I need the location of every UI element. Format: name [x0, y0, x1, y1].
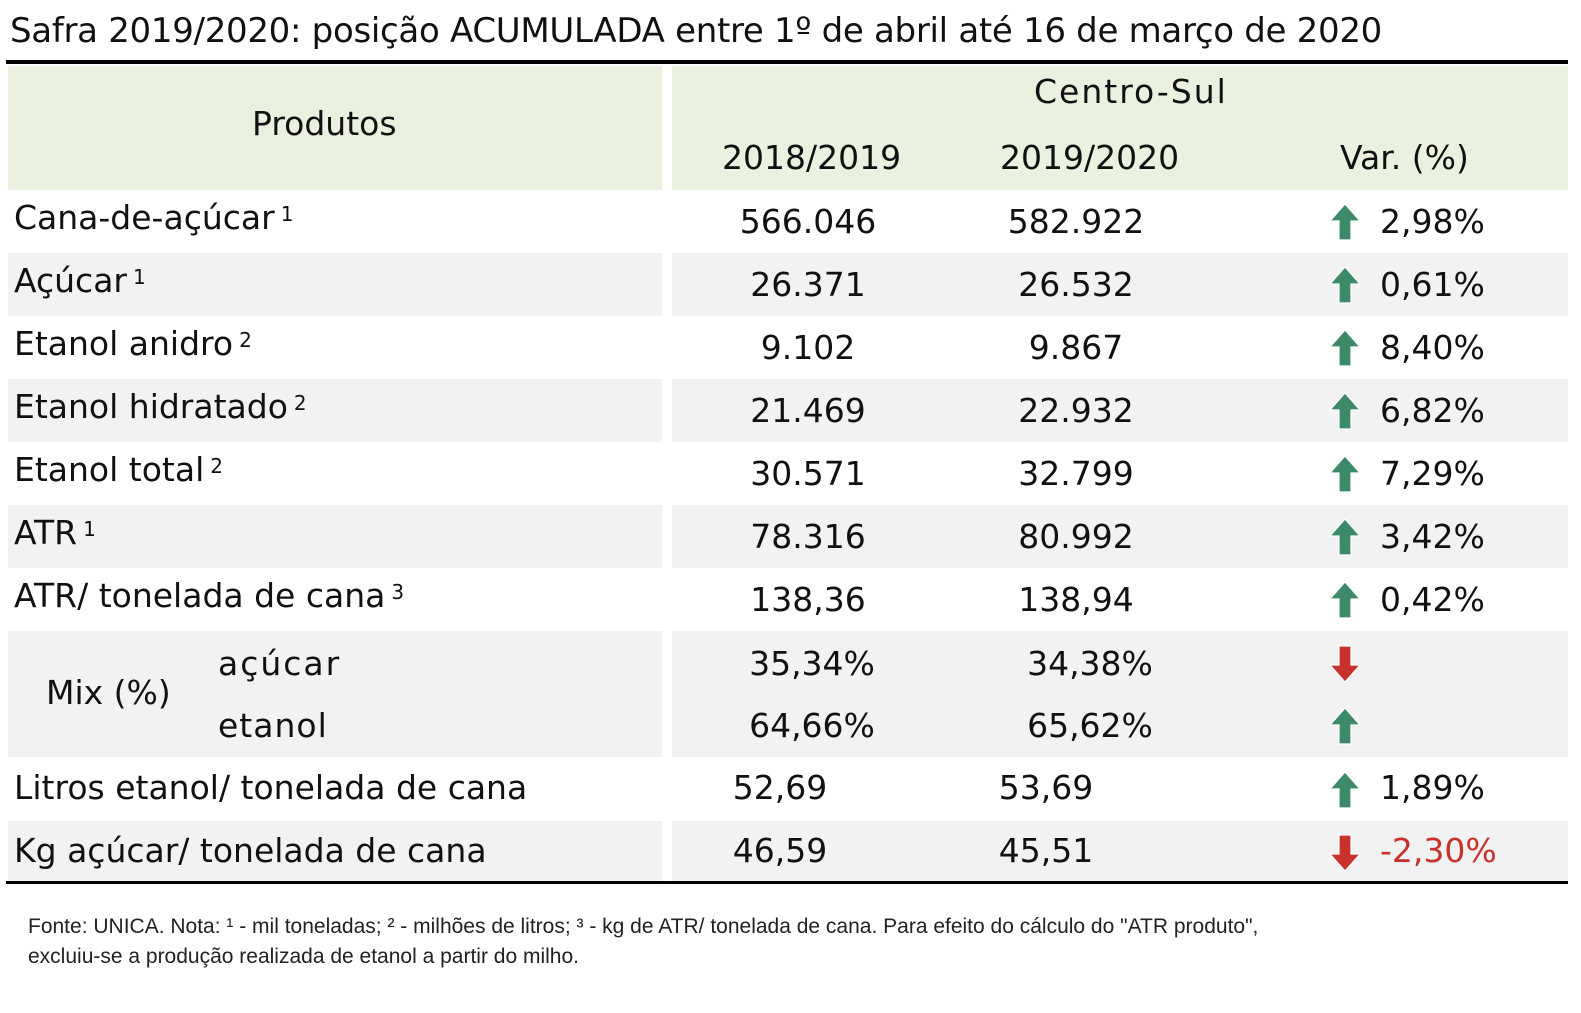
header-col-2019-2020: 2019/2020 [1000, 138, 1180, 177]
footnote: Fonte: UNICA. Nota: ¹ - mil toneladas; ²… [28, 912, 1258, 972]
value-2018-2019: 30.571 [750, 454, 866, 493]
row-stripe [672, 253, 1568, 316]
footnote-marker: 2 [293, 391, 307, 415]
variation-value: 0,61% [1380, 265, 1485, 304]
footnote-line-2: excluiu-se a produção realizada de etano… [28, 945, 579, 968]
row-label: Kg açúcar/ tonelada de cana [14, 831, 487, 870]
footnote-marker: 1 [133, 265, 146, 289]
value-2018-2019: 52,69 [732, 768, 828, 807]
arrow-up-icon [1328, 265, 1362, 305]
row-stripe [8, 631, 662, 757]
row-stripe [672, 631, 1568, 757]
value-2019-2020: 138,94 [1018, 580, 1134, 619]
mix-etanol-2019-2020: 65,62% [1027, 706, 1153, 745]
variation-value: 0,42% [1380, 580, 1485, 619]
variation-value: -2,30% [1380, 831, 1497, 870]
variation-value: 1,89% [1380, 768, 1485, 807]
arrow-up-icon [1328, 328, 1362, 368]
variation-value: 7,29% [1380, 454, 1485, 493]
footnote-line-1: Fonte: UNICA. Nota: ¹ - mil toneladas; ²… [28, 915, 1259, 938]
value-2019-2020: 45,51 [998, 831, 1094, 870]
row-stripe [8, 821, 662, 881]
row-label: Cana-de-açúcar 1 [14, 198, 293, 242]
arrow-down-icon [1328, 644, 1362, 684]
mix-acucar-label: açúcar [218, 644, 342, 683]
mix-label: Mix (%) [46, 673, 171, 712]
value-2018-2019: 566.046 [739, 202, 877, 241]
arrow-down-icon [1328, 833, 1362, 873]
arrow-up-icon [1328, 202, 1362, 242]
header-produtos: Produtos [252, 104, 397, 143]
footnote-marker: 2 [210, 454, 223, 478]
value-2019-2020: 32.799 [1018, 454, 1134, 493]
row-stripe [8, 505, 662, 568]
value-2019-2020: 22.932 [1018, 391, 1134, 430]
value-2019-2020: 26.532 [1018, 265, 1134, 304]
value-2019-2020: 53,69 [998, 768, 1094, 807]
value-2019-2020: 582.922 [1007, 202, 1145, 241]
row-label: Etanol hidratado 2 [14, 387, 307, 431]
row-label-text: ATR [14, 513, 78, 552]
value-2018-2019: 21.469 [750, 391, 866, 430]
footnote-marker: 1 [83, 517, 96, 541]
footnote-marker: 3 [391, 580, 405, 604]
mix-etanol-label: etanol [218, 706, 328, 745]
header-col-2018-2019: 2018/2019 [722, 138, 902, 177]
row-label: Etanol anidro 2 [14, 324, 252, 368]
row-label-text: Açúcar [14, 261, 127, 300]
footnote-marker: 1 [280, 202, 294, 226]
row-stripe [8, 253, 662, 316]
top-rule [6, 60, 1568, 64]
page-title: Safra 2019/2020: posição ACUMULADA entre… [10, 11, 1383, 51]
header-col-var: Var. (%) [1340, 138, 1469, 177]
variation-value: 8,40% [1380, 328, 1485, 367]
variation-value: 3,42% [1380, 517, 1485, 556]
arrow-up-icon [1328, 706, 1362, 746]
value-2018-2019: 46,59 [732, 831, 828, 870]
row-stripe [8, 379, 662, 442]
arrow-up-icon [1328, 770, 1362, 810]
bottom-rule [6, 881, 1568, 884]
row-label-text: Etanol anidro [14, 324, 234, 363]
row-label: Açúcar 1 [14, 261, 146, 305]
value-2018-2019: 9.102 [760, 328, 856, 367]
arrow-up-icon [1328, 517, 1362, 557]
value-2019-2020: 9.867 [1028, 328, 1124, 367]
value-2018-2019: 26.371 [750, 265, 866, 304]
row-label-text: Etanol total [14, 450, 205, 489]
row-label: Litros etanol/ tonelada de cana [14, 768, 528, 807]
mix-acucar-2018-2019: 35,34% [749, 644, 875, 683]
mix-etanol-2018-2019: 64,66% [749, 706, 875, 745]
row-label-text: ATR/ tonelada de cana [14, 576, 386, 615]
variation-value: 2,98% [1380, 202, 1485, 241]
row-stripe [672, 821, 1568, 881]
row-stripe [672, 505, 1568, 568]
value-2019-2020: 80.992 [1018, 517, 1134, 556]
header-region-cell [672, 66, 1568, 190]
header-produtos-cell [8, 66, 662, 190]
footnote-marker: 2 [239, 328, 252, 352]
row-stripe [672, 379, 1568, 442]
row-label: ATR/ tonelada de cana 3 [14, 576, 404, 620]
arrow-up-icon [1328, 580, 1362, 620]
row-label: Etanol total 2 [14, 450, 223, 494]
row-label-text: Cana-de-açúcar [14, 198, 275, 237]
value-2018-2019: 138,36 [750, 580, 866, 619]
arrow-up-icon [1328, 454, 1362, 494]
header-region: Centro-Sul [1034, 72, 1228, 111]
row-label: ATR 1 [14, 513, 96, 557]
value-2018-2019: 78.316 [750, 517, 866, 556]
row-label-text: Etanol hidratado [14, 387, 288, 426]
variation-value: 6,82% [1380, 391, 1485, 430]
mix-acucar-2019-2020: 34,38% [1027, 644, 1153, 683]
arrow-up-icon [1328, 391, 1362, 431]
